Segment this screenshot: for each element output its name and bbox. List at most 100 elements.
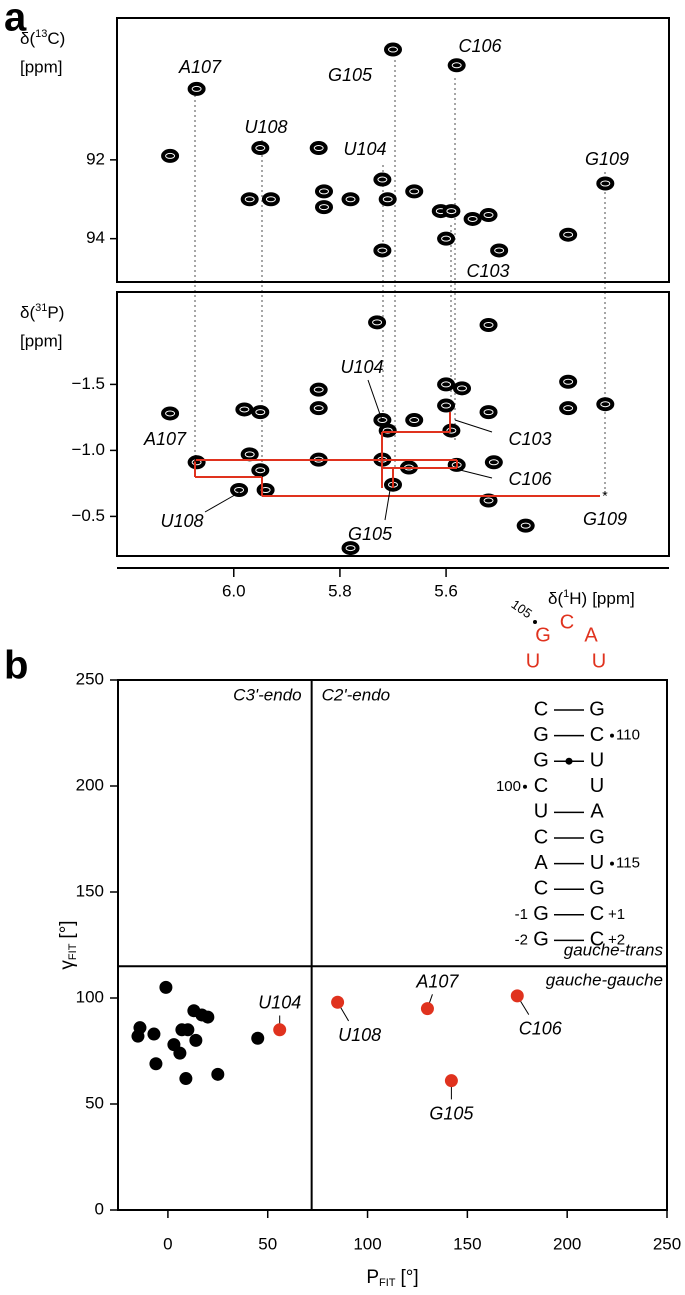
contour-ring [313,386,324,393]
contour-ring [265,196,276,203]
contour-ring [446,208,457,215]
contour-ring [467,215,478,222]
x-tick-label: 100 [353,1234,381,1253]
peak-label: U104 [340,357,383,377]
peak-label: U104 [343,139,386,159]
walk-end-marker: * [602,488,608,504]
y-axis-unit: [ppm] [20,331,63,350]
residue-number: +2 [608,931,625,948]
x-axis-label: δ(1H) [ppm] [548,588,635,609]
peak [251,141,270,156]
contour-ring [319,204,329,211]
peak [479,493,498,508]
contour-ring [388,46,398,53]
point-label: A107 [415,971,459,991]
peak-label: C106 [458,36,502,56]
point [181,1023,195,1037]
point [189,1033,203,1047]
contour-ring [441,381,452,388]
y-tick-label: 94 [86,228,105,247]
peak-label: A107 [143,429,187,449]
contour-ring [563,405,574,412]
contour-ring [488,459,499,466]
number-dot [610,733,614,738]
point [251,1031,265,1045]
contour-ring [520,522,531,529]
label-part: γ [57,960,78,970]
point [510,989,524,1003]
contour-ring [441,235,452,242]
label-part: FIT [67,943,79,960]
contour-ring [255,467,266,474]
label-part: P) [47,303,64,322]
leader-line [384,489,391,521]
number-dot [533,620,537,624]
point [444,1074,458,1088]
contour-ring [244,451,255,458]
wobble-dot [565,757,573,765]
y-axis-label: γFIT [°] [57,920,79,969]
base: U [534,801,548,823]
base: C [534,775,548,797]
peak [235,402,254,417]
base: U [590,852,604,874]
peak-label: G105 [348,524,393,544]
contour-ring [382,427,393,434]
x-tick-label: 250 [653,1234,681,1253]
number-dot [610,861,614,866]
y-axis-label: δ(31P) [20,302,64,323]
point-label: U108 [338,1025,381,1045]
peak-label: A107 [178,57,222,77]
point [211,1067,225,1081]
label-part: 1 [563,588,569,600]
peak [315,200,333,215]
contour-ring [600,180,611,187]
contour-ring [457,385,467,392]
peak [187,455,206,470]
peak [373,413,392,428]
point [201,1010,215,1024]
leader-line [194,454,197,463]
contour-ring [409,417,420,424]
peak [315,184,333,199]
base: G [533,724,549,746]
peak-label: C103 [508,429,551,449]
contour-ring [441,402,452,409]
residue-number: 115 [616,855,640,872]
peak [309,401,328,416]
peak [230,483,249,497]
base: C [534,877,548,899]
contour-ring [600,401,611,408]
x-tick-label: 5.6 [434,581,458,600]
base: U [590,775,604,797]
x-tick-label: 50 [258,1234,277,1253]
residue-number: 110 [616,727,640,744]
leader-line [459,469,493,479]
residue-number: -1 [515,906,528,923]
peak-label: C103 [466,261,509,281]
peak [240,447,259,462]
peak [559,374,578,389]
peak [161,406,180,421]
peak [378,192,397,207]
peak [479,405,498,420]
peak [378,423,397,438]
residue-number: 100 [496,778,521,795]
region-label: C3'-endo [233,685,301,704]
point [420,1002,434,1016]
peak [559,401,578,416]
point [147,1027,161,1041]
y-tick-label: 200 [76,775,104,794]
contour-ring [191,85,202,92]
peak [405,413,424,428]
x-tick-label: 5.8 [328,581,352,600]
y-tick-label: −1.5 [71,374,105,393]
base: U [590,749,604,771]
contour-ring [239,406,250,413]
peak [341,541,360,556]
peak-label: G105 [328,65,373,85]
point [131,1029,145,1043]
leader-line [367,379,383,421]
contour-ring [313,405,324,412]
